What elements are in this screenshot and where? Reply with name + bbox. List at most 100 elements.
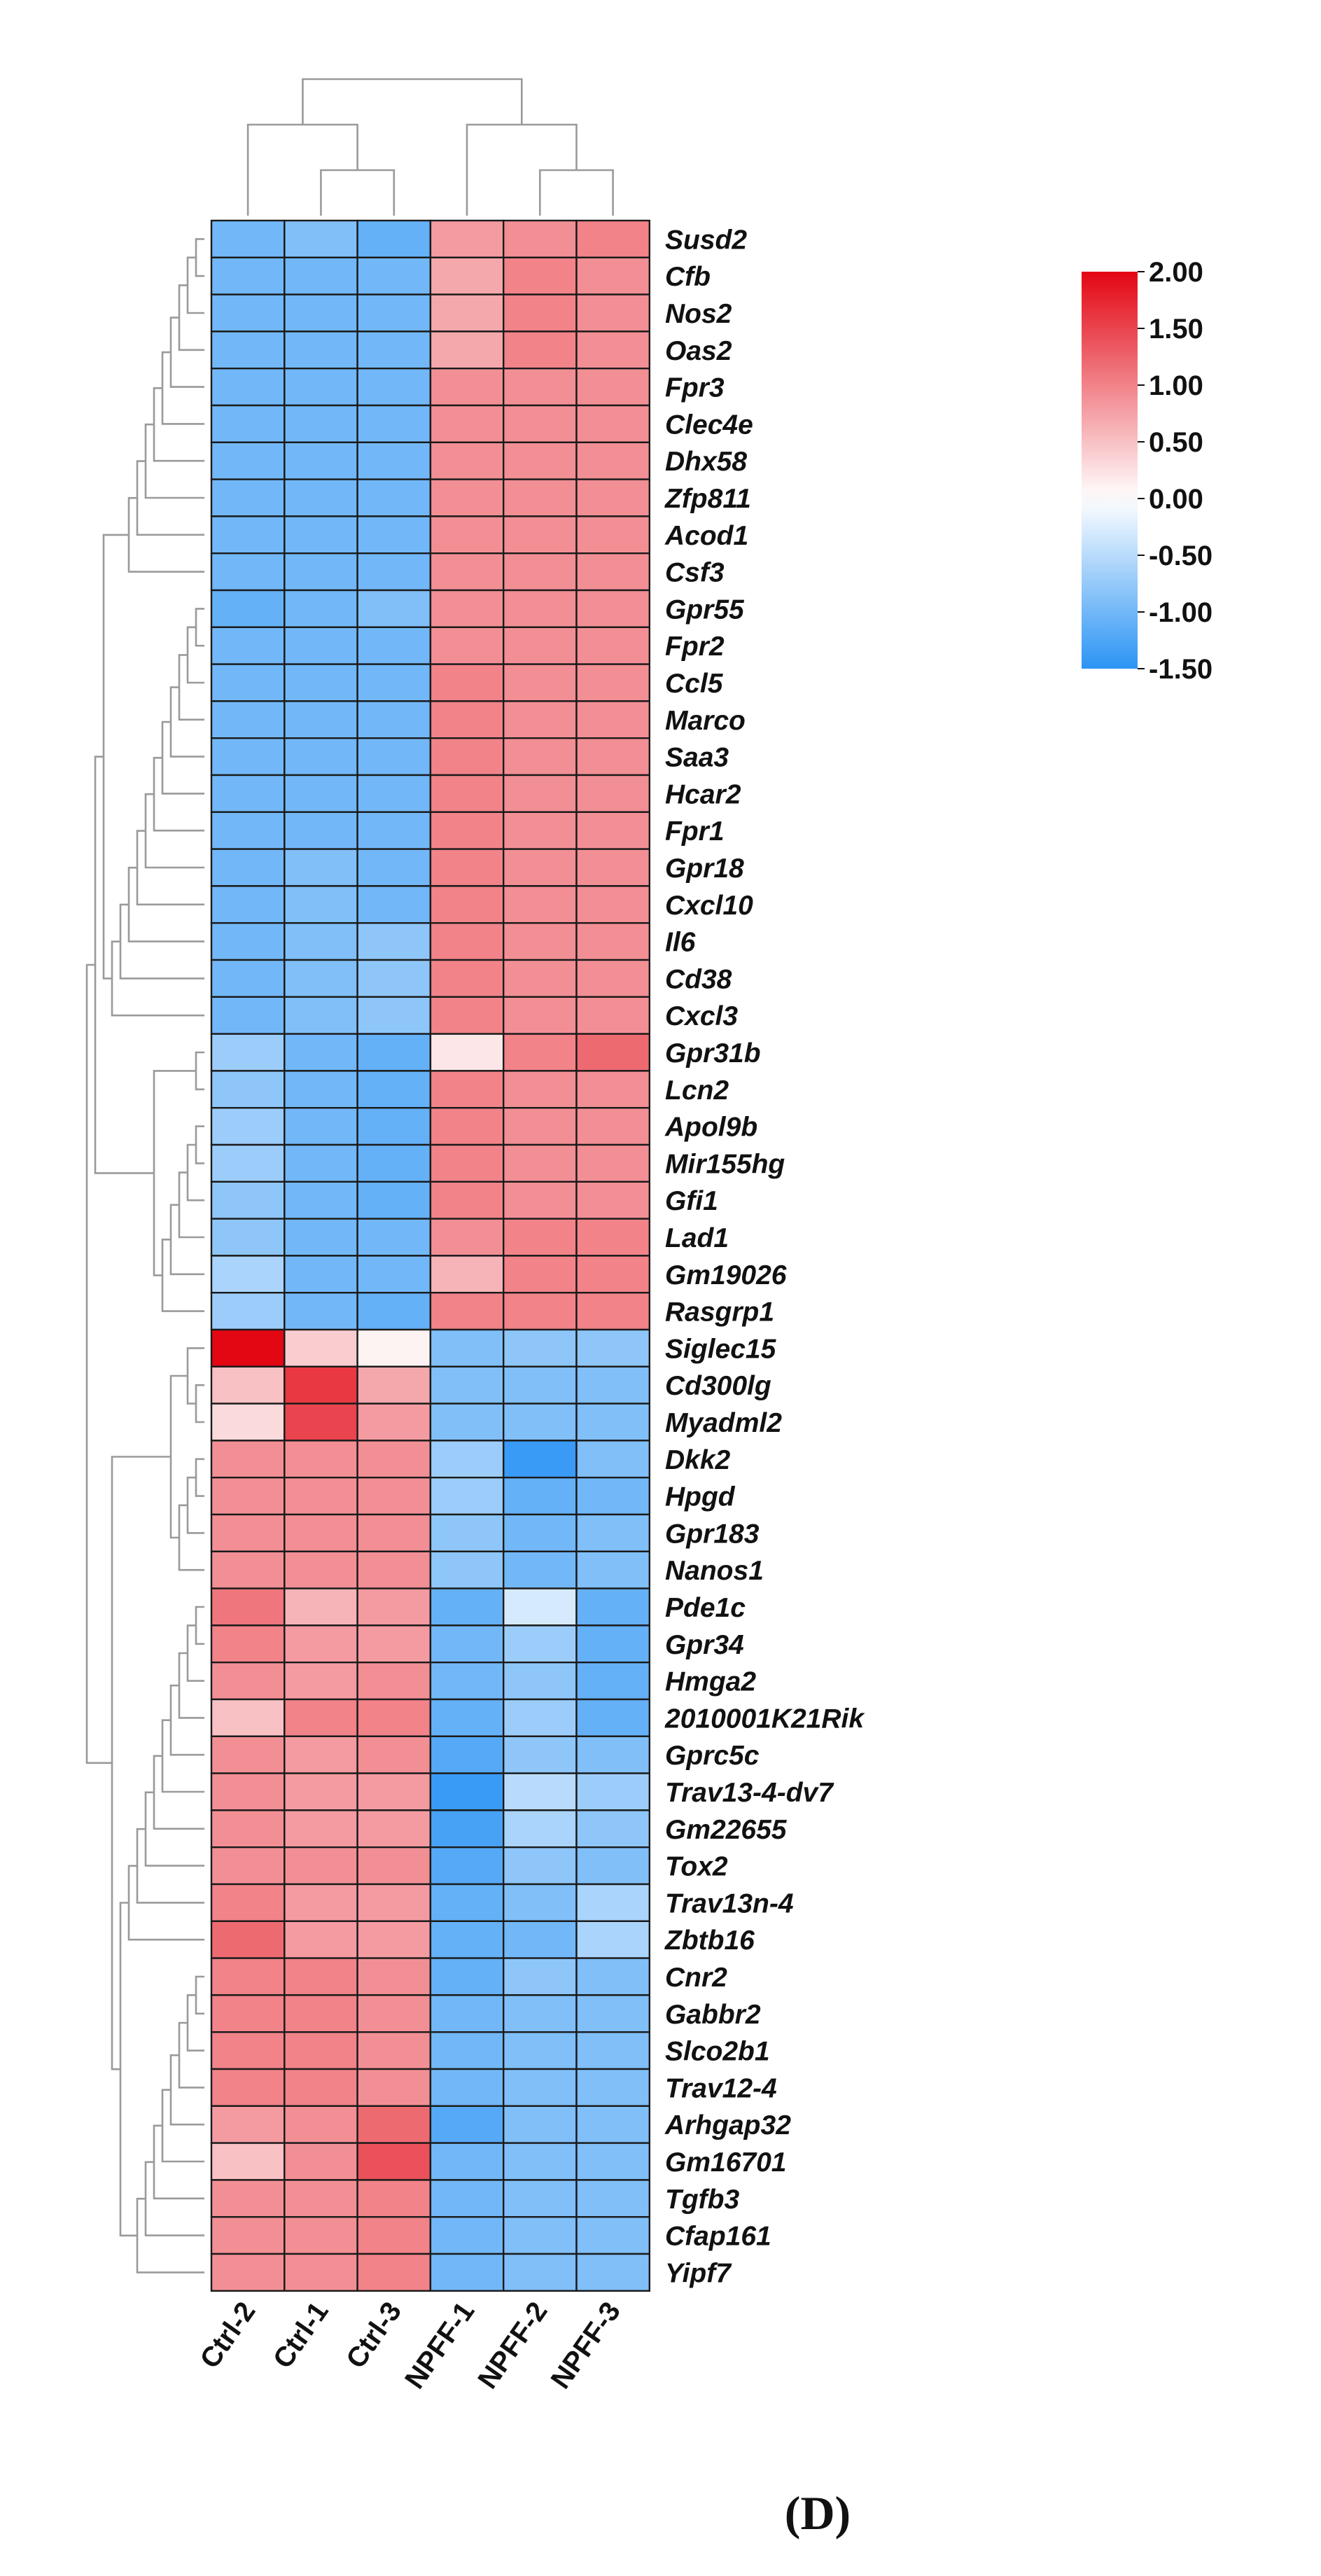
heatmap-cell-Yipf7-Ctrl-3 xyxy=(356,2253,432,2292)
heatmap-cell-Lad1-Ctrl-1 xyxy=(284,1218,358,1257)
heatmap-cell-Ccl5-Ctrl-3 xyxy=(356,663,432,702)
heatmap-cell-Acod1-NPFF-3 xyxy=(575,515,651,555)
heatmap-cell-Tgfb3-Ctrl-1 xyxy=(284,2179,358,2218)
heatmap-cell-Hpgd-NPFF-2 xyxy=(503,1476,578,1516)
color-scale-legend: 2.00 1.50 1.00 0.50 0.00 -0.50 -1.00 -1.50 xyxy=(1082,257,1212,685)
heatmap-cell-Trav12-4-NPFF-2 xyxy=(503,2068,578,2107)
row-dendrogram-branch-20 xyxy=(102,534,129,980)
heatmap-cell-Dkk2-NPFF-2 xyxy=(503,1440,578,1479)
heatmap-cell-Apol9b-NPFF-2 xyxy=(503,1106,578,1146)
heatmap-cell-Trav13-4-dv7-Ctrl-3 xyxy=(356,1772,432,1811)
row-label-Hmga2: Hmga2 xyxy=(665,1667,756,1697)
heatmap-cell-Ccl5-Ctrl-2 xyxy=(210,663,286,702)
heatmap-cell-Ccl5-Ctrl-1 xyxy=(284,663,358,702)
row-dendrogram-branch-13 xyxy=(161,720,204,795)
row-label-Pde1c: Pde1c xyxy=(665,1593,746,1623)
heatmap-cell-Dkk2-NPFF-1 xyxy=(429,1440,505,1479)
row-label-Clec4e: Clec4e xyxy=(665,410,753,440)
heatmap-cell-Fpr1-NPFF-1 xyxy=(429,811,505,850)
row-dendrogram-branch-27 xyxy=(153,1070,196,1276)
heatmap-cell-Nos2-Ctrl-2 xyxy=(210,293,286,333)
heatmap-cell-Dhx58-NPFF-2 xyxy=(503,441,578,480)
heatmap-cell-Apol9b-Ctrl-1 xyxy=(284,1106,358,1146)
heatmap-cell-Dhx58-Ctrl-1 xyxy=(284,441,358,480)
heatmap-cell-Slco2b1-Ctrl-2 xyxy=(210,2031,286,2070)
heatmap-cell-Nanos1-Ctrl-3 xyxy=(356,1550,432,1589)
row-dendrogram-branch-39 xyxy=(161,1719,204,1793)
heatmap-cell-Saa3-Ctrl-1 xyxy=(284,737,358,777)
heatmap-cell-Gpr18-NPFF-2 xyxy=(503,848,578,887)
heatmap-cell-Gfi1-NPFF-1 xyxy=(429,1181,505,1220)
heatmap-cell-Gm19026-NPFF-1 xyxy=(429,1255,505,1294)
heatmap-cell-Fpr3-Ctrl-3 xyxy=(356,368,432,407)
heatmap-cell-Acod1-NPFF-2 xyxy=(503,515,578,555)
heatmap-cell-Gpr183-Ctrl-3 xyxy=(356,1513,432,1552)
heatmap-cell-Marco-NPFF-2 xyxy=(503,700,578,739)
heatmap-cell-Clec4e-NPFF-1 xyxy=(429,404,505,443)
heatmap-cell-Nanos1-Ctrl-1 xyxy=(284,1550,358,1589)
row-dendrogram-branch-35 xyxy=(195,1606,204,1645)
heatmap-cell-Marco-NPFF-3 xyxy=(575,700,651,739)
heatmap-cell-Il6-Ctrl-1 xyxy=(284,921,358,961)
heatmap-cell-Il6-Ctrl-2 xyxy=(210,921,286,961)
heatmap-cell-Arhgap32-NPFF-2 xyxy=(503,2105,578,2144)
heatmap-cell-Trav13n-4-Ctrl-3 xyxy=(356,1883,432,1922)
heatmap-cell-Ccl5-NPFF-3 xyxy=(575,663,651,702)
heatmap-cell-Mir155hg-Ctrl-3 xyxy=(356,1143,432,1183)
heatmap-cell-Myadml2-NPFF-1 xyxy=(429,1402,505,1442)
heatmap-cell-Lad1-Ctrl-2 xyxy=(210,1218,286,1257)
heatmap-cell-Gm22655-Ctrl-1 xyxy=(284,1809,358,1849)
row-label-Gpr34: Gpr34 xyxy=(665,1630,744,1660)
heatmap-cell-Cd300lg-Ctrl-2 xyxy=(210,1365,286,1405)
heatmap-cell-Gpr34-Ctrl-2 xyxy=(210,1624,286,1664)
heatmap-cell-Trav13-4-dv7-Ctrl-2 xyxy=(210,1772,286,1811)
row-label-Cnr2: Cnr2 xyxy=(665,1963,727,1993)
heatmap-cell-Mir155hg-Ctrl-2 xyxy=(210,1143,286,1183)
heatmap-cell-Hcar2-NPFF-3 xyxy=(575,774,651,813)
heatmap-cell-Zfp811-Ctrl-2 xyxy=(210,478,286,517)
heatmap-cell-Gpr183-NPFF-2 xyxy=(503,1513,578,1552)
heatmap-cell-Hcar2-NPFF-1 xyxy=(429,774,505,813)
heatmap-cell-Gpr34-Ctrl-3 xyxy=(356,1624,432,1664)
color-scale-tick-label: 2.00 xyxy=(1149,257,1203,288)
heatmap-cell-Gabbr2-NPFF-2 xyxy=(503,1994,578,2033)
heatmap-cell-Gm16701-NPFF-3 xyxy=(575,2142,651,2181)
heatmap-cell-Gpr183-Ctrl-2 xyxy=(210,1513,286,1552)
heatmap-cell-Fpr3-NPFF-2 xyxy=(503,368,578,407)
heatmap-cell-Gm19026-Ctrl-2 xyxy=(210,1255,286,1294)
heatmap-cell-Clec4e-NPFF-2 xyxy=(503,404,578,443)
heatmap-cell-Fpr1-NPFF-3 xyxy=(575,811,651,850)
column-dendrogram-branch-0 xyxy=(320,169,396,216)
row-label-Acod1: Acod1 xyxy=(664,521,748,551)
heatmap-cell-Tox2-Ctrl-3 xyxy=(356,1846,432,1886)
heatmap-cell-Trav13-4-dv7-Ctrl-1 xyxy=(284,1772,358,1811)
heatmap-cell-Hmga2-NPFF-1 xyxy=(429,1661,505,1701)
heatmap-cell-Arhgap32-NPFF-3 xyxy=(575,2105,651,2144)
heatmap-cell-Dhx58-NPFF-3 xyxy=(575,441,651,480)
heatmap-cell-Clec4e-Ctrl-2 xyxy=(210,404,286,443)
heatmap-cell-Oas2-NPFF-3 xyxy=(575,330,651,370)
heatmap-cell-Nos2-NPFF-3 xyxy=(575,293,651,333)
heatmap-cell-Cnr2-Ctrl-3 xyxy=(356,1957,432,1996)
heatmap-cell-Dkk2-Ctrl-1 xyxy=(284,1440,358,1479)
row-label-Dhx58: Dhx58 xyxy=(665,447,747,477)
heatmap-cell-Lcn2-Ctrl-1 xyxy=(284,1070,358,1109)
heatmap-cell-Cd300lg-NPFF-2 xyxy=(503,1365,578,1405)
row-label-Ccl5: Ccl5 xyxy=(665,669,724,699)
row-label-Hcar2: Hcar2 xyxy=(665,779,741,809)
color-scale-tick-label: -1.50 xyxy=(1149,654,1212,685)
row-label-Nos2: Nos2 xyxy=(665,299,732,329)
row-label-Fpr3: Fpr3 xyxy=(665,373,725,403)
row-dendrogram-branch-3 xyxy=(169,316,204,388)
heatmap-cell-Gpr34-NPFF-2 xyxy=(503,1624,578,1664)
heatmap-cell-Cnr2-Ctrl-2 xyxy=(210,1957,286,1996)
column-label-NPFF-2: NPFF-2 xyxy=(472,2297,553,2395)
heatmap-cell-Trav13n-4-NPFF-3 xyxy=(575,1883,651,1922)
heatmap-cell-Gm19026-NPFF-3 xyxy=(575,1255,651,1294)
heatmap-cell-Gabbr2-NPFF-3 xyxy=(575,1994,651,2033)
heatmap-cell-Cxcl10-NPFF-1 xyxy=(429,885,505,924)
row-label-2010001K21Rik: 2010001K21Rik xyxy=(664,1704,865,1734)
row-label-Zfp811: Zfp811 xyxy=(664,484,751,514)
heatmap-cell-Gm16701-NPFF-2 xyxy=(503,2142,578,2181)
